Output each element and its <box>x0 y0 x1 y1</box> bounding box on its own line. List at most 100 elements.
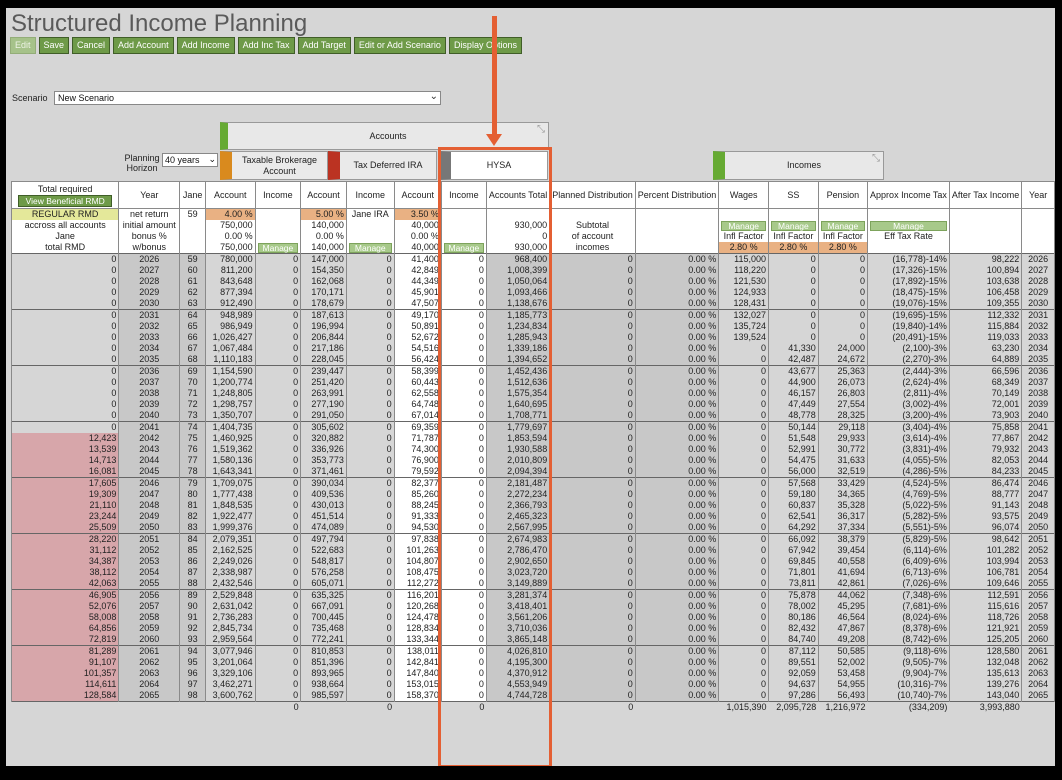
cell-year-right: 2029 <box>1021 287 1055 298</box>
hysa-setup-value[interactable]: 40,000 <box>393 220 442 231</box>
save-button[interactable]: Save <box>38 37 70 54</box>
table-row: 52,076 2057 90 2,631,042 0 667,091 0 120,268 0 3,… <box>10 601 1055 612</box>
cell-deferred-account: 667,091 <box>300 601 347 612</box>
add-inc-tax-button[interactable]: Add Inc Tax <box>237 37 295 54</box>
taxable-setup-value[interactable]: 750,000 <box>204 220 256 231</box>
cell-total-required: 0 <box>10 332 120 343</box>
cell-taxable-account: 1,460,925 <box>204 433 256 444</box>
table-row: 0 2039 72 1,298,757 0 277,190 0 64,748 0 1,640,69… <box>10 399 1055 410</box>
column-header-row: Total required View Beneficial RMD Year Jan… <box>10 181 1055 209</box>
hysa-header[interactable]: HYSA <box>439 151 548 180</box>
cell-ss: 0 <box>768 321 819 332</box>
hysa-setup-value[interactable]: 40,000 <box>393 242 442 254</box>
total-jane <box>179 701 206 713</box>
add-income-button[interactable]: Add Income <box>176 37 235 54</box>
cell-year: 2031 <box>118 309 181 321</box>
hysa-setup-value[interactable]: 0.00 % <box>393 231 442 242</box>
manage-button[interactable]: Manage <box>870 220 947 231</box>
manage-button[interactable]: Manage <box>820 220 866 231</box>
scenario-select[interactable]: New Scenario ⌄ <box>54 91 441 105</box>
cell-year: 2044 <box>118 455 181 466</box>
cell-ss: 44,900 <box>768 377 819 388</box>
cell-hysa-income: 0 <box>440 567 487 578</box>
collapse-icon[interactable]: ⤡ <box>872 153 880 164</box>
display-options-button[interactable]: Display Options <box>448 37 522 54</box>
taxable-setup-value[interactable]: 750,000 <box>204 242 256 254</box>
add-target-button[interactable]: Add Target <box>297 37 351 54</box>
cell-pension: 24,000 <box>817 343 869 354</box>
cell-hysa-account: 74,300 <box>393 444 442 455</box>
income-setup-cell: Manage <box>718 220 770 231</box>
planning-horizon-select[interactable]: 40 years ⌄ <box>162 153 218 167</box>
view-beneficial-rmd-button[interactable]: View Beneficial RMD <box>18 194 113 207</box>
cell-wages: 0 <box>718 578 770 590</box>
cell-deferred-income: 0 <box>345 287 395 298</box>
cell-hysa-income: 0 <box>440 276 487 287</box>
manage-button[interactable]: Manage <box>721 220 767 231</box>
cancel-button[interactable]: Cancel <box>72 37 111 54</box>
cell-year-right: 2056 <box>1021 589 1055 601</box>
hysa-setup-value[interactable]: 3.50 % <box>393 208 442 220</box>
cell-deferred-income: 0 <box>345 690 395 702</box>
cell-year: 2054 <box>118 567 181 578</box>
income-setup-cell[interactable]: 2.80 % <box>817 242 869 254</box>
cell-total-required: 0 <box>10 321 120 332</box>
cell-hysa-income: 0 <box>440 511 487 522</box>
cell-jane: 73 <box>179 410 206 422</box>
taxable-setup-value[interactable]: 0.00 % <box>204 231 256 242</box>
tax-deferred-ira-header[interactable]: Tax Deferred IRA <box>328 151 437 180</box>
table-row: 13,539 2043 76 1,519,362 0 336,926 0 74,300 0 1,9… <box>10 444 1055 455</box>
manage-button[interactable]: Manage <box>771 220 816 231</box>
deferred-setup-value[interactable]: 0.00 % <box>300 231 347 242</box>
income-setup-cell[interactable]: 2.80 % <box>768 242 819 254</box>
cell-after-tax-income: 139,276 <box>948 679 1023 690</box>
cell-pension: 35,328 <box>817 500 869 511</box>
cell-accounts-total: 3,281,374 <box>485 589 551 601</box>
cell-jane: 92 <box>179 623 206 634</box>
manage-button[interactable]: Manage <box>443 242 484 253</box>
cell-planned-distribution: 0 <box>549 410 636 422</box>
cell-taxable-income: 0 <box>254 287 302 298</box>
collapse-icon[interactable]: ⤡ <box>537 124 545 135</box>
deferred-setup-value[interactable]: 140,000 <box>300 242 347 254</box>
add-account-button[interactable]: Add Account <box>113 37 174 54</box>
edit-or-add-scenario-button[interactable]: Edit or Add Scenario <box>353 37 446 54</box>
cell-pension: 26,073 <box>817 377 869 388</box>
cell-deferred-account: 353,773 <box>300 455 347 466</box>
cell-ss: 48,778 <box>768 410 819 422</box>
taxable-brokerage-header[interactable]: Taxable Brokerage Account <box>220 151 328 180</box>
cell-wages: 121,530 <box>718 276 770 287</box>
deferred-setup-value[interactable]: 5.00 % <box>300 208 347 220</box>
manage-button[interactable]: Manage <box>348 242 392 253</box>
cell-after-tax-income: 119,033 <box>948 332 1023 343</box>
cell-total-required: 0 <box>10 287 120 298</box>
cell-ss: 57,568 <box>768 477 819 489</box>
cell-year-right: 2049 <box>1021 511 1055 522</box>
cell-taxable-account: 843,648 <box>204 276 256 287</box>
cell-percent-distribution: 0.00 % <box>634 388 720 399</box>
cell-pension: 0 <box>817 332 869 343</box>
cell-jane: 82 <box>179 511 206 522</box>
cell-taxable-income: 0 <box>254 657 302 668</box>
cell-jane: 88 <box>179 578 206 590</box>
cell-wages: 0 <box>718 421 770 433</box>
setup-label: w/bonus <box>118 242 181 254</box>
cell-taxable-account: 2,079,351 <box>204 533 256 545</box>
cell-after-tax-income: 106,781 <box>948 567 1023 578</box>
edit-button[interactable]: Edit <box>10 37 36 54</box>
income-setup-cell <box>817 208 869 220</box>
cell-hysa-account: 108,475 <box>393 567 442 578</box>
taxable-setup-value[interactable]: 4.00 % <box>204 208 256 220</box>
cell-deferred-income: 0 <box>345 601 395 612</box>
deferred-setup-value[interactable]: 140,000 <box>300 220 347 231</box>
cell-year: 2050 <box>118 522 181 534</box>
cell-percent-distribution: 0.00 % <box>634 668 720 679</box>
income-setup-cell[interactable]: 2.80 % <box>718 242 770 254</box>
manage-button[interactable]: Manage <box>257 242 299 253</box>
cell-deferred-income: 0 <box>345 332 395 343</box>
cell-planned-distribution: 0 <box>549 477 636 489</box>
cell-taxable-income: 0 <box>254 276 302 287</box>
income-setup-cell: Infl Factor <box>768 231 819 242</box>
table-row: 46,905 2056 89 2,529,848 0 635,325 0 116,201 0 3,… <box>10 589 1055 601</box>
rmd-setup-cell[interactable]: REGULAR RMD <box>10 208 120 220</box>
